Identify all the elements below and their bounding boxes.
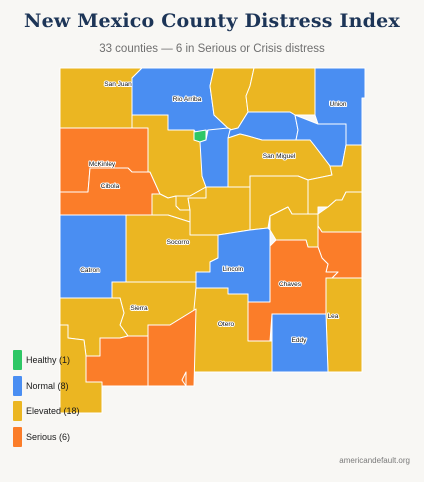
county-label-chaves: Chaves (279, 281, 302, 288)
legend-item-elevated: Elevated (18) (13, 401, 80, 421)
county-label-catron: Catron (80, 267, 100, 274)
legend-swatch-healthy (13, 350, 22, 370)
legend-label: Serious (6) (26, 431, 71, 442)
legend-swatch-serious (13, 426, 22, 447)
source-credit: americandefault.org (339, 456, 410, 465)
legend-swatch-normal (13, 375, 22, 396)
legend-item-normal: Normal (8) (13, 375, 80, 396)
legend-item-healthy: Healthy (1) (13, 350, 80, 370)
county-label-sierra: Sierra (130, 305, 148, 312)
page-title: New Mexico County Distress Index (24, 10, 400, 32)
county-san-juan[interactable] (59, 67, 143, 129)
legend-item-serious: Serious (6) (13, 426, 80, 447)
legend-label: Normal (8) (26, 380, 69, 391)
legend: Healthy (1) Normal (8) Elevated (18) Seriou… (13, 350, 80, 452)
county-label-union: Union (330, 101, 347, 108)
county-labels: San Juan Rio Arriba Union McKinley Cibola San… (79, 80, 348, 345)
county-label-lea: Lea (328, 313, 339, 320)
page-subtitle: 33 counties — 6 in Serious or Crisis dis… (99, 43, 325, 55)
county-label-otero: Otero (218, 321, 235, 328)
legend-label: Healthy (1) (26, 355, 71, 365)
county-colfax[interactable] (245, 67, 316, 116)
county-label-mckinley: McKinley (89, 161, 116, 168)
county-lea[interactable] (325, 277, 363, 373)
county-shapes (59, 67, 366, 414)
county-label-rio-arriba: Rio Arriba (173, 96, 202, 103)
legend-swatch-elevated (13, 401, 22, 421)
county-luna[interactable] (85, 335, 149, 387)
county-label-cibola: Cibola (101, 183, 120, 190)
county-eddy[interactable] (271, 313, 329, 373)
county-label-lincoln: Lincoln (223, 266, 244, 273)
county-label-socorro: Socorro (167, 239, 190, 246)
county-dona-ana[interactable] (147, 308, 197, 387)
county-label-san-juan: San Juan (104, 81, 132, 88)
legend-label: Elevated (18) (26, 406, 80, 416)
county-label-san-miguel: San Miguel (263, 153, 296, 160)
county-label-eddy: Eddy (292, 337, 308, 344)
